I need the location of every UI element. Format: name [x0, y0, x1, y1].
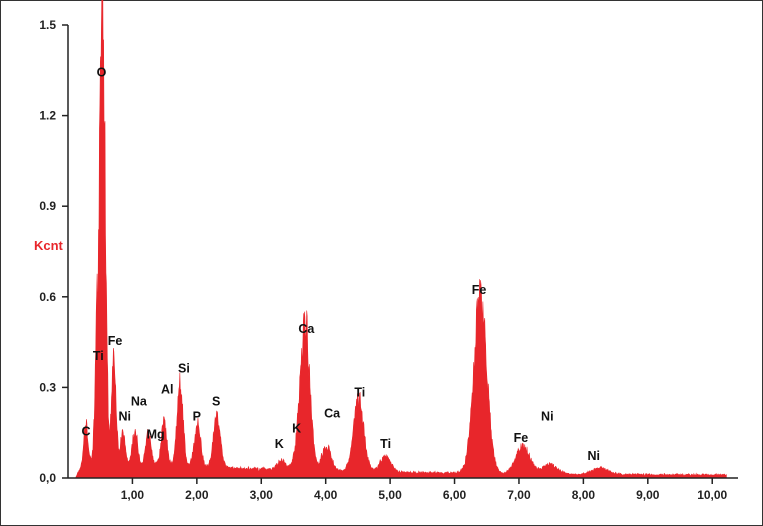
element-label: S [212, 395, 220, 409]
y-tick-label: 0.9 [39, 199, 56, 213]
element-label: Si [178, 361, 190, 375]
x-tick-label: 5,00 [378, 488, 402, 502]
element-label: Al [161, 382, 174, 396]
element-label: Ni [118, 410, 131, 424]
x-tick-label: 9,00 [636, 488, 660, 502]
x-tick-label: 7,00 [507, 488, 531, 502]
x-tick-label: 8,00 [572, 488, 596, 502]
element-label: Ni [587, 449, 600, 463]
x-tick-label: 1,00 [121, 488, 145, 502]
element-label: C [82, 425, 91, 439]
element-label: P [193, 410, 201, 424]
element-label: O [97, 65, 107, 79]
element-label: Ni [541, 410, 554, 424]
element-label: Na [131, 395, 148, 409]
y-tick-label: 0.6 [39, 290, 56, 304]
x-tick-label: 4,00 [314, 488, 338, 502]
element-label: Mg [147, 428, 165, 442]
x-axis-ticks: 1,00 2,00 3,00 4,00 5,00 6,00 7,00 8,00 9,00 10,0… [121, 478, 728, 502]
element-label: Ti [380, 437, 391, 451]
y-tick-label: 0.3 [39, 380, 56, 394]
x-tick-label: 10,00 [697, 488, 727, 502]
element-label: Fe [514, 431, 529, 445]
element-label: Ti [93, 349, 104, 363]
y-tick-label: 1.2 [39, 109, 56, 123]
element-label: Fe [472, 283, 487, 297]
x-tick-label: 3,00 [250, 488, 274, 502]
element-label: Ca [298, 322, 315, 336]
spectrum-area [75, 0, 727, 479]
element-label: Fe [108, 334, 123, 348]
y-axis-ticks: 0,0 0.3 0.6 0.9 1.2 1.5 [39, 18, 68, 485]
element-label: K [275, 437, 284, 451]
y-tick-label: 1.5 [39, 18, 56, 32]
x-tick-label: 2,00 [185, 488, 209, 502]
element-label: Ti [354, 385, 365, 399]
element-label: Ca [324, 407, 341, 421]
element-label: K [292, 422, 301, 436]
x-tick-label: 6,00 [443, 488, 467, 502]
y-axis-label: Kcnt [34, 238, 64, 253]
y-tick-label: 0,0 [39, 471, 56, 485]
